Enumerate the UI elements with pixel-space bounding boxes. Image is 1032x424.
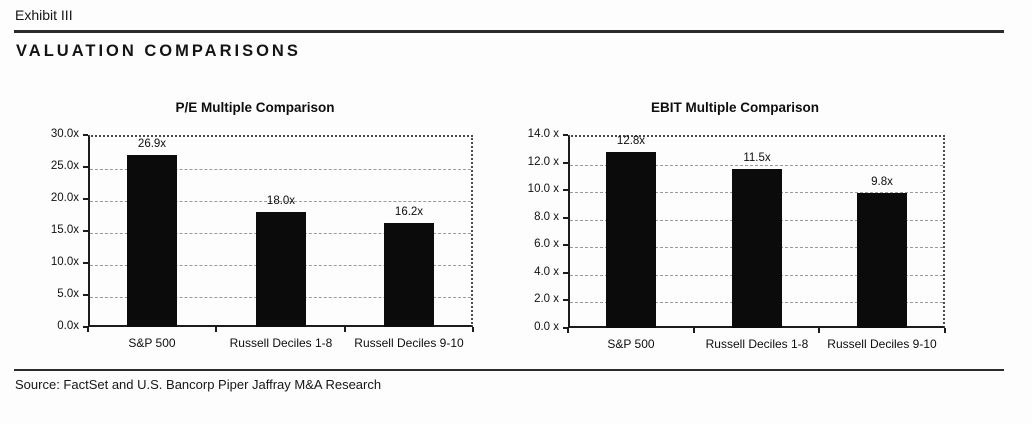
y-axis-tick (563, 134, 568, 136)
bar-value-label: 11.5x (743, 152, 771, 164)
footer-rule (14, 369, 1004, 371)
bar-value-label: 16.2x (394, 206, 424, 218)
bar-russell-deciles-1-8 (256, 212, 306, 327)
y-axis-tick (563, 162, 568, 164)
x-axis-tick (344, 327, 346, 332)
x-axis-tick (472, 327, 474, 332)
chart-pe: P/E Multiple Comparison 30.0x 25.0x 20.0x 15… (30, 95, 480, 360)
y-axis-tick-label: 4.0 x (534, 266, 559, 278)
chart-ebit: EBIT Multiple Comparison 14.0 x 12.0 x 10.0… (510, 95, 960, 360)
y-axis-tick-label: 8.0 x (534, 211, 559, 223)
x-axis-tick (87, 327, 89, 332)
y-axis-tick (563, 299, 568, 301)
y-axis-tick (83, 262, 88, 264)
y-axis-tick-label: 25.0x (50, 160, 79, 172)
bar-russell-deciles-1-8 (732, 169, 782, 328)
x-axis-category-label: Russell Deciles 1-8 (705, 337, 809, 351)
y-axis-tick (83, 230, 88, 232)
x-axis-tick (818, 328, 820, 333)
y-axis-tick (83, 326, 88, 328)
y-axis-tick-label: 10.0 x (527, 183, 559, 195)
x-axis-category-label: Russell Deciles 1-8 (229, 336, 333, 350)
x-axis-tick (944, 328, 946, 333)
bar-s-p-500 (606, 152, 656, 328)
exhibit-label: Exhibit III (15, 7, 73, 23)
y-axis-tick-label: 0.0x (57, 320, 79, 332)
y-axis-tick-label: 14.0 x (527, 128, 559, 140)
y-axis-tick-label: 10.0x (50, 256, 79, 268)
chart-title: EBIT Multiple Comparison (650, 100, 819, 115)
bar-value-label: 26.9x (137, 138, 167, 150)
y-axis-tick (83, 134, 88, 136)
header-rule (14, 30, 1004, 33)
x-axis-category-label: Russell Deciles 9-10 (827, 337, 937, 351)
y-axis-tick (563, 327, 568, 329)
y-axis-tick-label: 20.0x (50, 192, 79, 204)
y-axis-tick-label: 15.0x (50, 224, 79, 236)
y-axis-tick (563, 272, 568, 274)
y-axis-tick-label: 2.0 x (534, 293, 559, 305)
bar-s-p-500 (127, 155, 177, 327)
x-axis-tick (567, 328, 569, 333)
y-axis-tick-label: 6.0 x (534, 238, 559, 250)
gridline (90, 201, 471, 202)
bar-russell-deciles-9-10 (384, 223, 434, 327)
y-axis-tick (83, 166, 88, 168)
x-axis-tick (215, 327, 217, 332)
y-axis-tick-label: 0.0 x (534, 321, 559, 333)
bar-russell-deciles-9-10 (857, 193, 907, 328)
chart-title: P/E Multiple Comparison (175, 100, 335, 115)
gridline (90, 169, 471, 170)
gridline (570, 165, 943, 166)
y-axis-tick (563, 244, 568, 246)
bar-value-label: 12.8x (616, 135, 646, 147)
y-axis-tick (563, 189, 568, 191)
bar-value-label: 18.0x (266, 195, 296, 207)
y-axis-tick-label: 5.0x (57, 288, 79, 300)
y-axis-tick (563, 217, 568, 219)
x-axis-category-label: S&P 500 (607, 337, 655, 351)
page-title: VALUATION COMPARISONS (16, 42, 301, 60)
x-axis-category-label: Russell Deciles 9-10 (354, 336, 464, 350)
x-axis-tick (693, 328, 695, 333)
y-axis-tick (83, 198, 88, 200)
bar-value-label: 9.8x (871, 176, 893, 188)
source-note: Source: FactSet and U.S. Bancorp Piper J… (15, 377, 382, 392)
y-axis-tick-label: 30.0x (50, 128, 79, 140)
y-axis-tick (83, 294, 88, 296)
y-axis-tick-label: 12.0 x (527, 156, 559, 168)
x-axis-category-label: S&P 500 (128, 336, 176, 350)
